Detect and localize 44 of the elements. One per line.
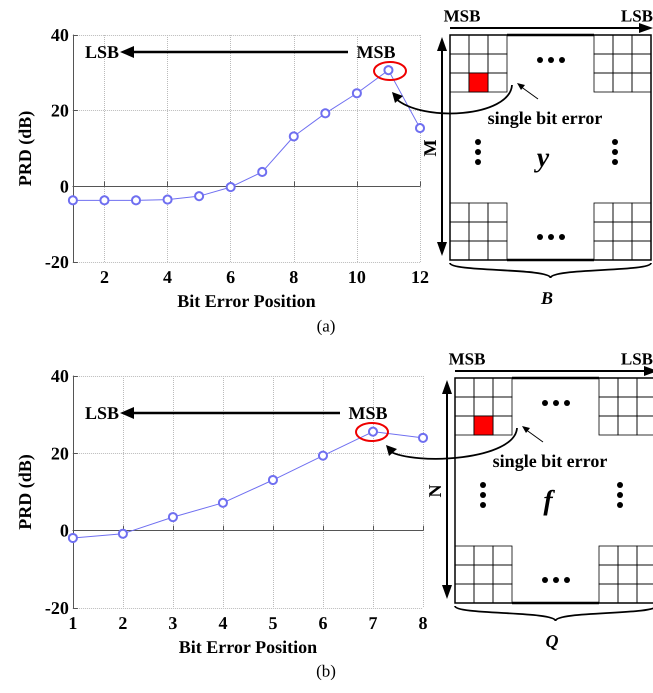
annotation: MSB	[356, 42, 396, 62]
text: LSB	[620, 350, 653, 368]
x-tick-label: 1	[68, 613, 78, 633]
text: MSB	[444, 6, 480, 26]
text: single bit error	[492, 451, 608, 471]
y-tick-label: 40	[50, 25, 69, 45]
x-tick-label: 3	[168, 613, 178, 633]
text: B	[540, 288, 554, 308]
text: (a)	[316, 316, 336, 336]
annotation: MSB	[348, 403, 388, 423]
x-tick-label: 5	[268, 613, 278, 633]
x-tick-label: 2	[118, 613, 128, 633]
x-tick-label: 7	[368, 613, 378, 633]
x-tick-label: 8	[289, 267, 298, 287]
annotation: M	[420, 140, 440, 156]
text: f	[543, 486, 556, 516]
y-tick-label: -20	[44, 598, 69, 618]
x-tick-label: 10	[348, 267, 366, 287]
x-tick-label: 4	[163, 267, 172, 287]
x-tick-label: 8	[418, 613, 428, 633]
x-tick-label: 6	[318, 613, 328, 633]
annotation: LSB	[84, 42, 120, 62]
text: Q	[546, 631, 558, 651]
y-tick-label: 20	[50, 443, 69, 464]
x-tick-label: 12	[411, 267, 429, 287]
text: MSB	[448, 350, 486, 368]
y-tick-label: 40	[50, 366, 69, 386]
x-tick-label: 4	[218, 613, 228, 633]
x-tick-label: 2	[100, 267, 109, 287]
annotation: LSB	[84, 403, 120, 423]
x-tick-label: 6	[226, 267, 236, 287]
text: N	[425, 484, 445, 498]
x-axis-title: Bit Error Position	[178, 637, 318, 657]
y-axis-title: PRD (dB)	[15, 454, 35, 530]
y-tick-label: 20	[50, 100, 69, 121]
y-tick-label: -20	[44, 252, 69, 272]
text: LSB	[620, 6, 653, 26]
text: y	[534, 142, 550, 174]
y-tick-label: 0	[60, 176, 69, 196]
text: (b)	[316, 662, 336, 680]
x-axis-title: Bit Error Position	[177, 291, 316, 311]
text: single bit error	[488, 108, 602, 128]
y-axis-title: PRD (dB)	[15, 110, 35, 186]
y-tick-label: 0	[60, 520, 69, 541]
